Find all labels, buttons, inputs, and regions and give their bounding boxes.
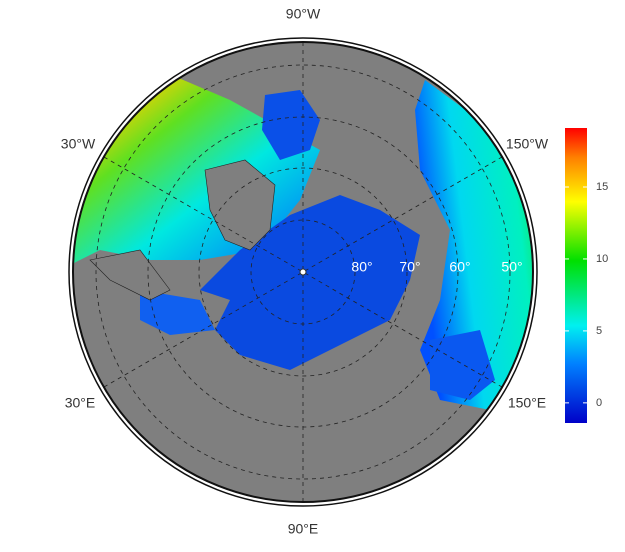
parallel-label: 50° — [501, 259, 522, 275]
graticule — [95, 42, 511, 502]
meridian-label: 150°E — [508, 395, 546, 411]
colorbar-tick-label: 5 — [596, 325, 602, 337]
colorbar-tick-label: 10 — [596, 253, 608, 265]
scandinavia — [89, 249, 171, 301]
pole — [299, 268, 307, 276]
hudson-bay — [262, 90, 320, 160]
greenland — [204, 159, 276, 251]
colorbar-tick-label: 15 — [596, 181, 608, 193]
meridian-label: 90°W — [286, 6, 321, 22]
okhotsk-sea — [430, 330, 495, 400]
colorbar — [565, 128, 587, 423]
colorbar-ticks: 0 5 10 15 — [565, 181, 608, 409]
baltic-sea — [140, 290, 215, 335]
meridian-label: 30°W — [61, 136, 96, 152]
parallel-label: 60° — [449, 259, 470, 275]
meridian-label: 150°W — [506, 136, 549, 152]
map-border — [72, 41, 534, 503]
colorbar-tick-label: 0 — [596, 397, 602, 409]
parallel-label: 80° — [351, 259, 372, 275]
map-border-outer — [68, 37, 538, 507]
meridian-label: 90°E — [288, 521, 319, 537]
arctic-ocean — [200, 195, 420, 370]
parallel-label: 70° — [399, 259, 420, 275]
meridian-label: 30°E — [65, 395, 96, 411]
